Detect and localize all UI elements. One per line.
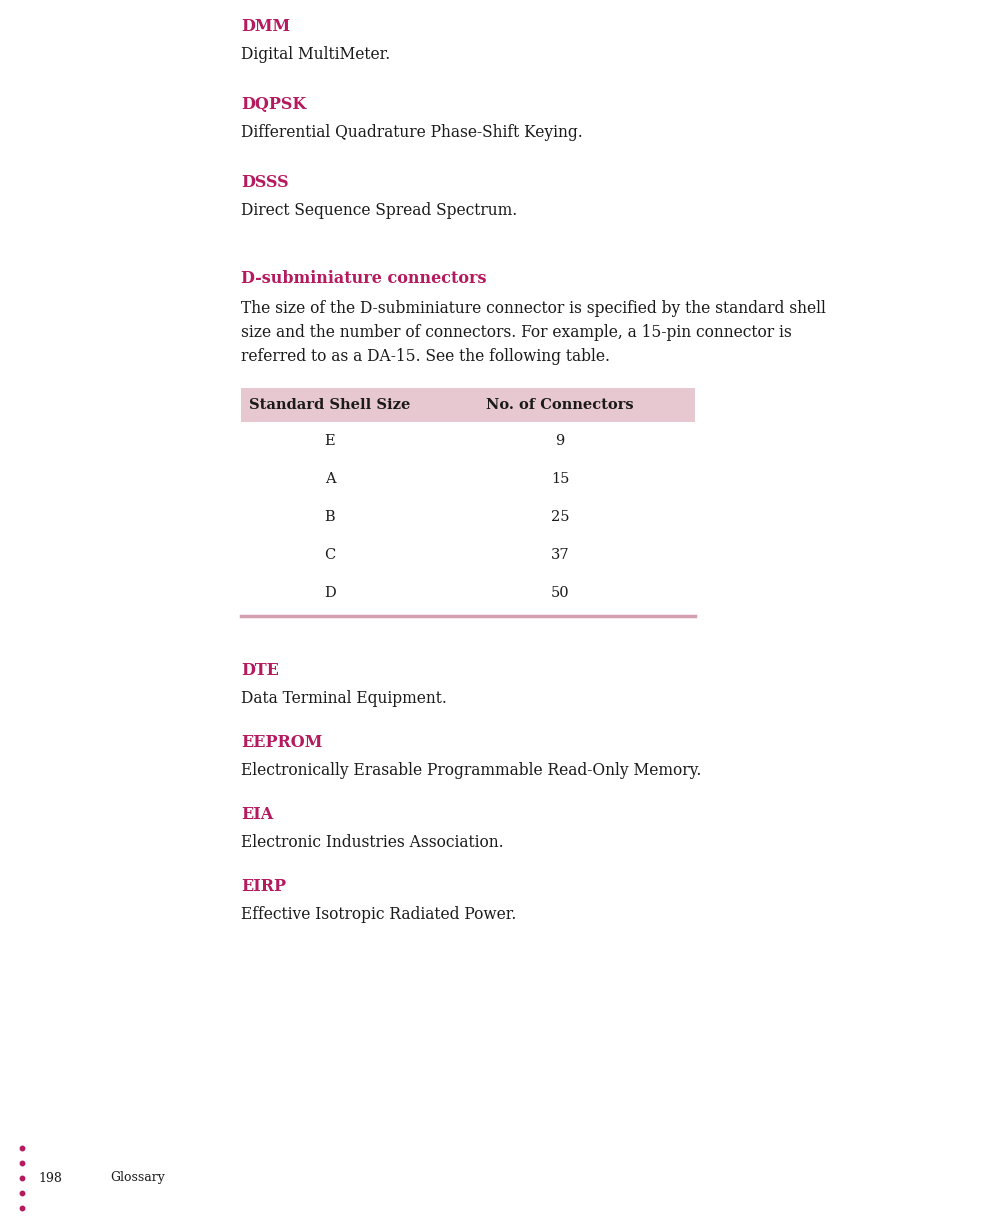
Text: B: B (325, 510, 335, 524)
Text: EIA: EIA (241, 806, 273, 823)
Text: DQPSK: DQPSK (241, 96, 306, 113)
Text: Electronically Erasable Programmable Read-Only Memory.: Electronically Erasable Programmable Rea… (241, 762, 701, 779)
Text: 198: 198 (38, 1171, 62, 1185)
Text: No. of Connectors: No. of Connectors (487, 397, 633, 412)
Text: The size of the D-subminiature connector is specified by the standard shell
size: The size of the D-subminiature connector… (241, 300, 825, 366)
FancyBboxPatch shape (241, 388, 695, 422)
Text: Effective Isotropic Radiated Power.: Effective Isotropic Radiated Power. (241, 906, 516, 923)
Text: EIRP: EIRP (241, 878, 286, 895)
Text: Direct Sequence Spread Spectrum.: Direct Sequence Spread Spectrum. (241, 202, 517, 219)
Text: 25: 25 (551, 510, 569, 524)
Text: Data Terminal Equipment.: Data Terminal Equipment. (241, 690, 447, 707)
Text: DTE: DTE (241, 662, 279, 679)
Text: 9: 9 (556, 434, 564, 449)
Text: A: A (325, 472, 335, 486)
Text: E: E (325, 434, 335, 449)
Text: D: D (324, 586, 336, 600)
Text: DMM: DMM (241, 18, 291, 35)
Text: EEPROM: EEPROM (241, 734, 322, 751)
Text: 50: 50 (551, 586, 569, 600)
Text: Differential Quadrature Phase-Shift Keying.: Differential Quadrature Phase-Shift Keyi… (241, 124, 583, 141)
Text: Glossary: Glossary (110, 1171, 164, 1185)
Text: C: C (324, 549, 336, 562)
Text: Digital MultiMeter.: Digital MultiMeter. (241, 46, 390, 63)
Text: Electronic Industries Association.: Electronic Industries Association. (241, 834, 503, 851)
Text: 15: 15 (551, 472, 569, 486)
Text: DSSS: DSSS (241, 174, 289, 191)
Text: Standard Shell Size: Standard Shell Size (249, 397, 411, 412)
Text: 37: 37 (551, 549, 569, 562)
Text: D-subminiature connectors: D-subminiature connectors (241, 269, 487, 286)
